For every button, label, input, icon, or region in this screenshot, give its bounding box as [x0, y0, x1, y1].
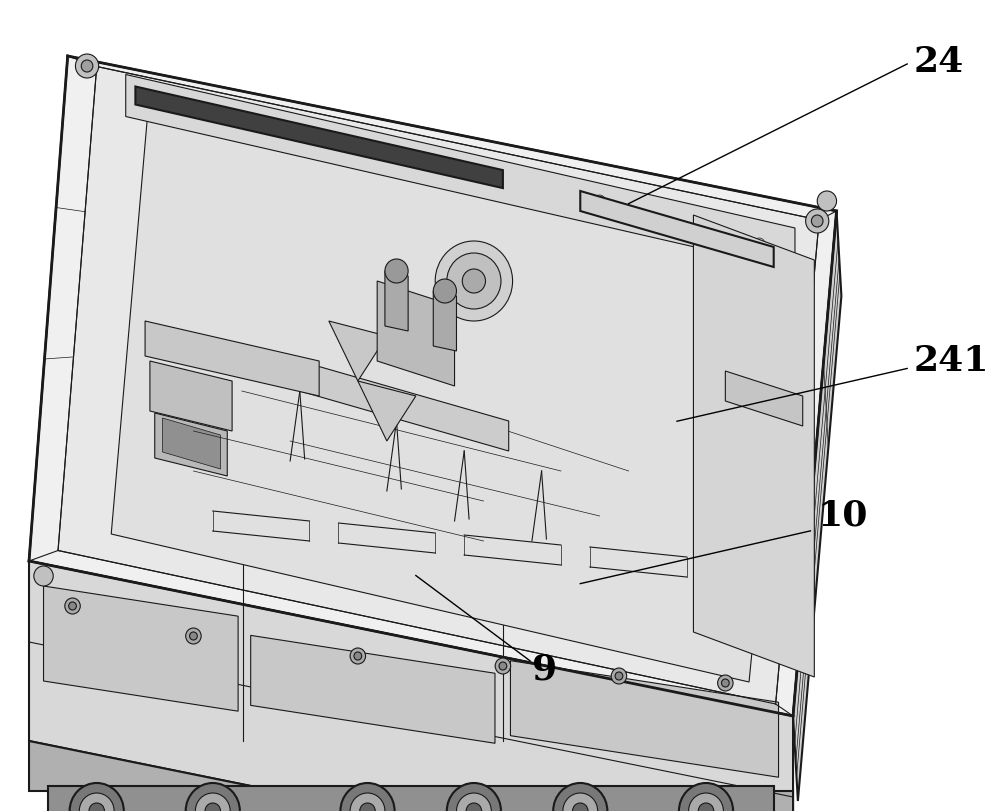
Circle shape	[190, 633, 197, 640]
Circle shape	[69, 603, 76, 610]
Circle shape	[340, 783, 395, 811]
Circle shape	[462, 270, 485, 294]
Polygon shape	[619, 200, 725, 249]
Text: 10: 10	[817, 498, 868, 532]
Polygon shape	[29, 561, 793, 811]
Circle shape	[350, 648, 366, 664]
Circle shape	[563, 793, 598, 811]
Polygon shape	[126, 75, 795, 271]
Polygon shape	[329, 322, 387, 381]
Circle shape	[811, 216, 823, 228]
Polygon shape	[44, 586, 238, 711]
Polygon shape	[725, 371, 803, 427]
Polygon shape	[793, 212, 841, 801]
Circle shape	[615, 672, 623, 680]
Circle shape	[186, 783, 240, 811]
Circle shape	[89, 803, 104, 811]
Polygon shape	[111, 89, 793, 682]
Circle shape	[817, 191, 837, 212]
Circle shape	[65, 599, 80, 614]
Circle shape	[553, 783, 607, 811]
Circle shape	[447, 783, 501, 811]
Polygon shape	[358, 381, 416, 441]
Circle shape	[718, 676, 733, 691]
Circle shape	[186, 629, 201, 644]
Text: 24: 24	[914, 45, 964, 79]
Polygon shape	[135, 88, 503, 189]
Polygon shape	[595, 197, 764, 260]
Circle shape	[689, 793, 723, 811]
Text: 9: 9	[532, 652, 557, 686]
Circle shape	[499, 663, 507, 670]
Circle shape	[698, 803, 714, 811]
Circle shape	[433, 280, 456, 303]
Circle shape	[721, 679, 729, 687]
Circle shape	[195, 793, 230, 811]
Circle shape	[466, 803, 482, 811]
Circle shape	[679, 783, 733, 811]
Polygon shape	[300, 362, 509, 452]
Polygon shape	[251, 636, 495, 744]
Circle shape	[573, 803, 588, 811]
Polygon shape	[29, 741, 793, 811]
Polygon shape	[385, 272, 408, 332]
Polygon shape	[162, 418, 221, 470]
Polygon shape	[150, 362, 232, 431]
Circle shape	[435, 242, 513, 322]
Circle shape	[495, 659, 511, 674]
Circle shape	[70, 783, 124, 811]
Polygon shape	[48, 786, 774, 811]
Polygon shape	[58, 67, 819, 704]
Circle shape	[81, 61, 93, 73]
Polygon shape	[510, 661, 779, 777]
Circle shape	[350, 793, 385, 811]
Circle shape	[360, 803, 375, 811]
Circle shape	[447, 254, 501, 310]
Circle shape	[79, 793, 114, 811]
Polygon shape	[377, 281, 455, 387]
Polygon shape	[580, 191, 774, 268]
Circle shape	[456, 793, 491, 811]
Text: 241: 241	[914, 344, 989, 378]
Polygon shape	[433, 292, 456, 351]
Circle shape	[385, 260, 408, 284]
Polygon shape	[693, 216, 814, 677]
Polygon shape	[155, 414, 227, 476]
Circle shape	[75, 55, 99, 79]
Circle shape	[205, 803, 221, 811]
Polygon shape	[29, 57, 837, 716]
Circle shape	[34, 566, 53, 586]
Circle shape	[611, 668, 627, 684]
Polygon shape	[145, 322, 319, 397]
Circle shape	[806, 210, 829, 234]
Circle shape	[354, 652, 362, 660]
